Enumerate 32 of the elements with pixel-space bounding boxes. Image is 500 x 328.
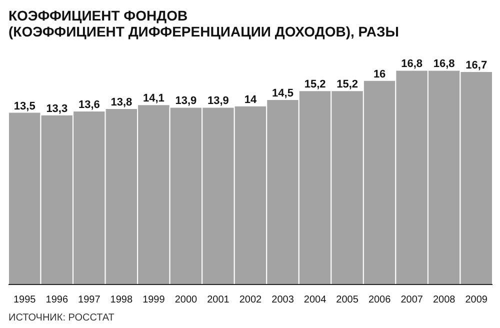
data-label: 16 [373,68,386,80]
data-label: 13,8 [110,96,132,108]
x-tick-label: 2006 [368,294,392,306]
x-tick-label: 1996 [46,294,68,306]
data-label: 13,5 [14,100,36,112]
x-tick-label: 2004 [304,294,327,306]
data-label: 15,2 [304,78,326,91]
chart-title: КОЭФФИЦИЕНТ ФОНДОВ (КОЭФФИЦИЕНТ ДИФФЕРЕНЦИАЦИИ ДОХОДОВ), РАЗЫ [8,8,399,40]
x-tick-label: 2009 [465,294,488,306]
data-label: 13,9 [175,95,197,108]
data-label: 13,6 [78,99,100,112]
data-label: 14,1 [142,92,164,105]
data-label: 16,8 [433,58,455,70]
x-tick-label: 1999 [142,294,166,306]
data-label: 15,2 [336,78,358,91]
x-tick-label: 2001 [207,294,230,306]
data-label: 16,7 [466,59,488,72]
data-label: 16,8 [401,58,423,70]
text: ИСТОЧНИК: РОССТАТ [8,312,114,324]
data-label: 14,5 [272,88,294,100]
x-tick-label: 2003 [272,294,294,306]
data-label: 13,3 [46,102,68,115]
x-tick-label: 1998 [110,294,133,306]
data-label: 13,9 [208,95,229,108]
x-tick-label: 2005 [336,294,359,306]
x-tick-label: 2002 [239,294,262,306]
x-tick-label: 1995 [14,294,36,306]
data-label: 14 [244,94,258,106]
x-tick-label: 2008 [432,294,456,306]
x-tick-label: 1997 [78,294,101,306]
x-tick-label: 2000 [174,294,198,306]
x-tick-label: 2007 [400,294,424,306]
